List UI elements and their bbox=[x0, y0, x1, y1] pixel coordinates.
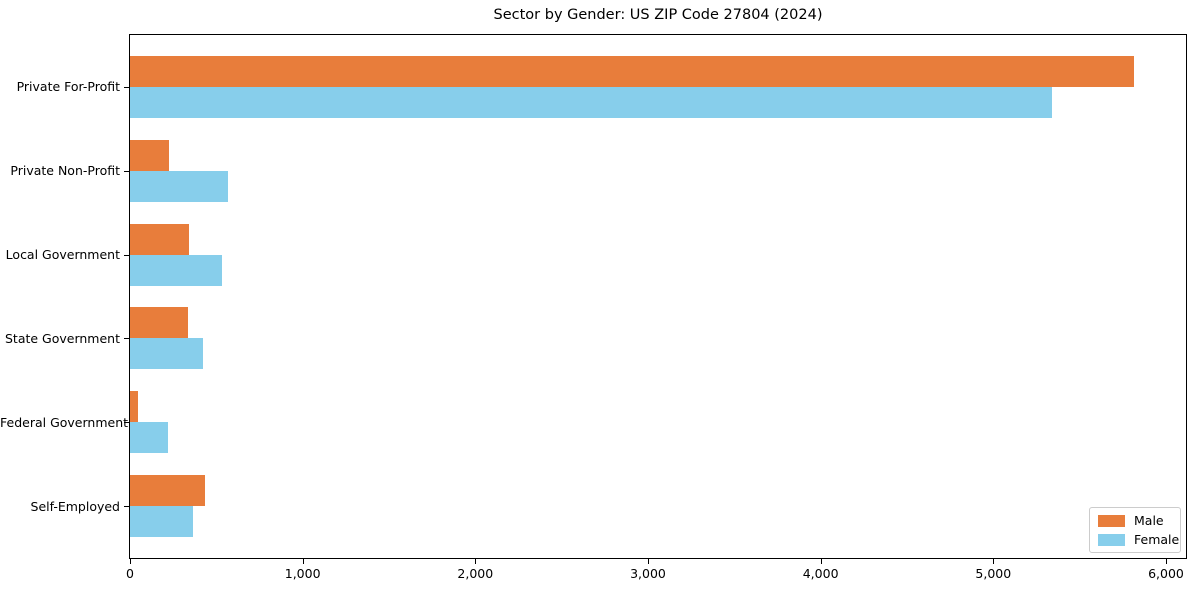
y-axis-label: Private Non-Profit bbox=[10, 163, 120, 179]
x-tick-mark bbox=[475, 559, 477, 564]
bar-female-private-for-profit bbox=[130, 86, 1052, 118]
y-tick-mark bbox=[124, 254, 129, 256]
x-tick-mark bbox=[130, 559, 131, 564]
legend-swatch-male bbox=[1098, 514, 1125, 527]
y-tick-mark bbox=[124, 506, 129, 508]
legend-label: Female bbox=[1134, 531, 1180, 547]
y-axis-label: State Government bbox=[4, 330, 120, 346]
bar-male-state-government bbox=[130, 307, 188, 339]
bar-male-local-government bbox=[130, 223, 189, 255]
x-tick-label: 4,000 bbox=[802, 566, 839, 581]
bar-male-self-employed bbox=[130, 475, 206, 507]
bar-female-private-non-profit bbox=[130, 170, 229, 202]
x-tick-mark bbox=[1165, 559, 1167, 564]
y-tick-mark bbox=[124, 170, 129, 172]
x-tick-mark bbox=[993, 559, 995, 564]
legend-label: Male bbox=[1134, 512, 1164, 528]
y-tick-mark bbox=[124, 338, 129, 340]
y-axis-label: Self-Employed bbox=[30, 498, 120, 514]
y-axis-label: Local Government bbox=[5, 247, 120, 263]
bar-male-private-for-profit bbox=[130, 55, 1135, 87]
x-tick-mark bbox=[302, 559, 304, 564]
bar-male-federal-government bbox=[130, 391, 138, 423]
y-tick-mark bbox=[124, 86, 129, 88]
y-tick-mark bbox=[124, 422, 129, 424]
bar-male-private-non-profit bbox=[130, 139, 169, 171]
legend-swatch-female bbox=[1098, 533, 1125, 546]
x-tick-label: 3,000 bbox=[630, 566, 666, 581]
bar-female-self-employed bbox=[130, 506, 194, 538]
chart-title: Sector by Gender: US ZIP Code 27804 (202… bbox=[493, 7, 823, 23]
x-tick-mark bbox=[820, 559, 822, 564]
x-tick-label: 0 bbox=[126, 566, 134, 581]
legend: Male Female bbox=[1089, 507, 1181, 553]
x-tick-label: 6,000 bbox=[1148, 566, 1184, 581]
x-tick-label: 2,000 bbox=[457, 566, 494, 581]
x-tick-label: 5,000 bbox=[975, 566, 1012, 581]
bar-female-federal-government bbox=[130, 422, 168, 454]
bar-female-local-government bbox=[130, 254, 223, 286]
y-axis-label: Federal Government bbox=[0, 414, 129, 430]
legend-entry-male: Male bbox=[1098, 512, 1172, 528]
x-tick-label: 1,000 bbox=[284, 566, 321, 581]
y-axis-label: Private For-Profit bbox=[16, 79, 120, 95]
plot-area bbox=[129, 34, 1187, 559]
bar-female-state-government bbox=[130, 338, 203, 370]
x-tick-mark bbox=[647, 559, 649, 564]
legend-entry-female: Female bbox=[1098, 532, 1179, 547]
